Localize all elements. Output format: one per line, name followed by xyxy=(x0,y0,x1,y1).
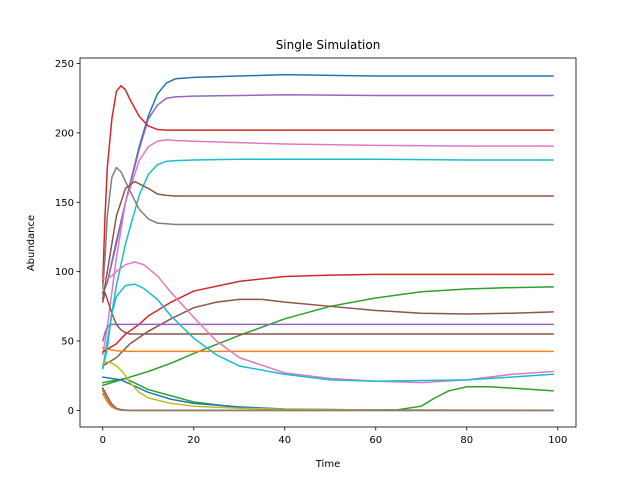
series-line-15 xyxy=(102,283,554,382)
y-tick-label: 200 xyxy=(55,128,74,139)
y-axis-label: Abundance xyxy=(26,215,37,271)
x-tick-label: 80 xyxy=(460,435,473,446)
x-axis-label: Time xyxy=(315,459,340,470)
series-line-10 xyxy=(102,298,554,367)
y-tick-label: 100 xyxy=(55,267,74,278)
y-axis: 0 50 100 150 200 250 xyxy=(55,59,80,417)
series-line-13 xyxy=(102,347,554,353)
series-layer xyxy=(102,73,554,412)
series-line-14 xyxy=(102,261,554,384)
series-line-3 xyxy=(102,84,554,284)
y-tick-label: 0 xyxy=(68,406,74,417)
series-line-9 xyxy=(102,286,554,387)
series-line-22 xyxy=(102,388,554,412)
y-tick-label: 250 xyxy=(55,59,74,70)
series-line-4 xyxy=(102,139,554,356)
x-tick-label: 40 xyxy=(278,435,291,446)
series-line-8 xyxy=(102,273,554,353)
chart-title: Single Simulation xyxy=(276,38,381,52)
series-line-18 xyxy=(102,361,554,411)
x-tick-label: 60 xyxy=(369,435,382,446)
x-tick-label: 100 xyxy=(548,435,567,446)
y-tick-label: 150 xyxy=(55,198,74,209)
series-line-11 xyxy=(102,323,554,342)
y-tick-label: 50 xyxy=(61,336,74,347)
series-line-6 xyxy=(102,166,554,290)
x-tick-label: 20 xyxy=(187,435,200,446)
series-line-2 xyxy=(102,94,554,295)
x-axis: 0 20 40 60 80 100 xyxy=(100,427,567,446)
plot-area-frame xyxy=(79,57,577,428)
series-line-12 xyxy=(102,291,554,335)
series-line-5 xyxy=(102,158,554,370)
series-line-7 xyxy=(102,180,554,301)
x-tick-label: 0 xyxy=(100,435,106,446)
